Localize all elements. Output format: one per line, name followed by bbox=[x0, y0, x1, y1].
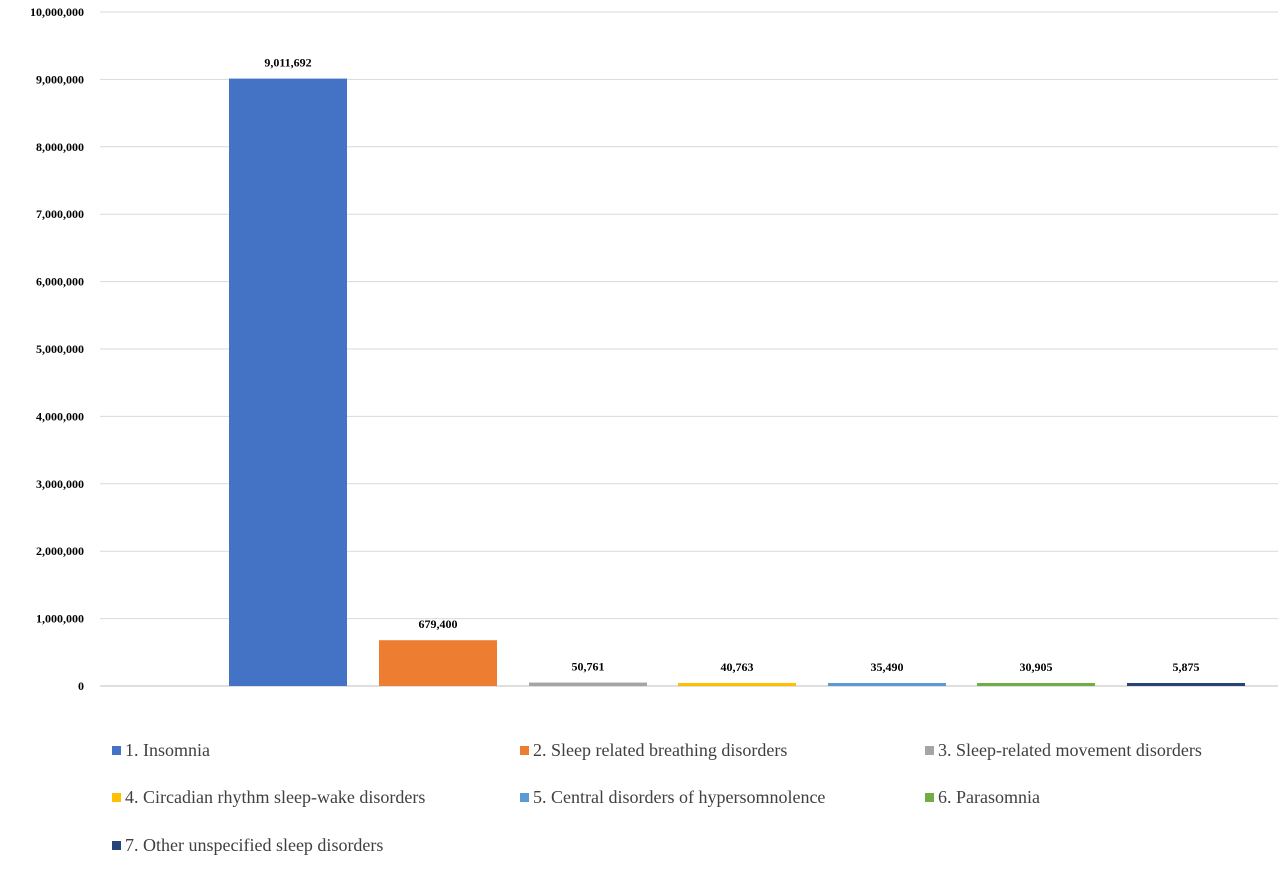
legend-label: 2. Sleep related breathing disorders bbox=[533, 740, 787, 760]
legend-label: 4. Circadian rhythm sleep-wake disorders bbox=[125, 787, 425, 807]
legend-swatch bbox=[925, 746, 934, 755]
bar bbox=[678, 683, 796, 686]
legend-label: 1. Insomnia bbox=[125, 740, 210, 760]
y-tick-label: 3,000,000 bbox=[36, 477, 84, 491]
legend-item: 2. Sleep related breathing disorders bbox=[520, 740, 787, 760]
legend-label: 3. Sleep-related movement disorders bbox=[938, 740, 1202, 760]
legend-item: 1. Insomnia bbox=[112, 740, 210, 760]
y-tick-label: 0 bbox=[78, 679, 84, 693]
data-label: 35,490 bbox=[871, 660, 904, 674]
legend-swatch bbox=[925, 793, 934, 802]
legend-item: 6. Parasomnia bbox=[925, 787, 1040, 807]
legend-swatch bbox=[112, 841, 121, 850]
y-axis-ticks: 0 1,000,000 2,000,000 3,000,000 4,000,000 5,0… bbox=[30, 5, 84, 693]
data-label: 40,763 bbox=[721, 660, 754, 674]
legend-swatch bbox=[112, 746, 121, 755]
y-tick-label: 10,000,000 bbox=[30, 5, 84, 19]
legend-label: 7. Other unspecified sleep disorders bbox=[125, 835, 383, 855]
y-tick-label: 7,000,000 bbox=[36, 207, 84, 221]
legend-item: 5. Central disorders of hypersomnolence bbox=[520, 787, 825, 807]
data-label: 50,761 bbox=[572, 660, 605, 674]
legend-swatch bbox=[520, 746, 529, 755]
y-tick-label: 2,000,000 bbox=[36, 544, 84, 558]
data-label: 5,875 bbox=[1173, 660, 1200, 674]
y-tick-label: 5,000,000 bbox=[36, 342, 84, 356]
legend-item: 3. Sleep-related movement disorders bbox=[925, 740, 1202, 760]
y-tick-label: 6,000,000 bbox=[36, 275, 84, 289]
data-label: 9,011,692 bbox=[264, 56, 311, 70]
legend: 1. Insomnia 2. Sleep related breathing di… bbox=[112, 740, 1202, 855]
legend-item: 4. Circadian rhythm sleep-wake disorders bbox=[112, 787, 425, 807]
y-tick-label: 4,000,000 bbox=[36, 409, 84, 423]
y-tick-label: 8,000,000 bbox=[36, 140, 84, 154]
y-tick-label: 9,000,000 bbox=[36, 72, 84, 86]
bar bbox=[229, 78, 347, 687]
legend-label: 6. Parasomnia bbox=[938, 787, 1040, 807]
bar bbox=[529, 682, 647, 686]
bar bbox=[1127, 683, 1245, 686]
data-label: 679,400 bbox=[419, 617, 458, 631]
bar bbox=[379, 640, 497, 686]
y-tick-label: 1,000,000 bbox=[36, 612, 84, 626]
bar bbox=[828, 683, 946, 686]
legend-swatch bbox=[520, 793, 529, 802]
data-labels: 9,011,692 679,400 50,761 40,763 35,490 30,905… bbox=[264, 56, 1199, 674]
legend-label: 5. Central disorders of hypersomnolence bbox=[533, 787, 825, 807]
data-label: 30,905 bbox=[1020, 660, 1053, 674]
bar bbox=[977, 683, 1095, 686]
legend-swatch bbox=[112, 793, 121, 802]
legend-item: 7. Other unspecified sleep disorders bbox=[112, 835, 383, 855]
bars bbox=[229, 78, 1245, 687]
